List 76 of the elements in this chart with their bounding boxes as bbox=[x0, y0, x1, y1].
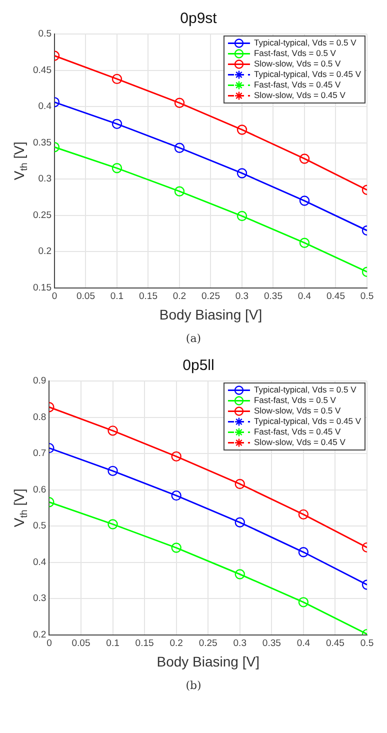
text: (a) bbox=[184, 331, 202, 347]
x-tick-label: 0.4 bbox=[296, 638, 310, 650]
x-tick-label: 0.1 bbox=[106, 638, 120, 650]
x-tick-label: 0.15 bbox=[138, 291, 158, 302]
x-tick-label: 0.15 bbox=[135, 638, 154, 650]
x-tick-label: 0 bbox=[46, 638, 52, 650]
x-tick-label: 0.25 bbox=[201, 291, 220, 302]
legend-label: Fast-fast, Vds = 0.45 V bbox=[254, 426, 342, 437]
point bbox=[112, 163, 122, 174]
y-axis-title: Vth [V] bbox=[10, 142, 30, 180]
legend-label: Typical-typical, Vds = 0.5 V bbox=[254, 384, 357, 395]
legend-label: Typical-typical, Vds = 0.5 V bbox=[254, 38, 357, 48]
legend-label: Typical-typical, Vds = 0.45 V bbox=[254, 69, 362, 80]
point bbox=[236, 124, 248, 135]
legend-label: Fast-fast, Vds = 0.5 V bbox=[254, 395, 336, 406]
x-tick-label: 0.35 bbox=[264, 291, 282, 302]
point bbox=[234, 478, 245, 490]
y-tick-label: 0.25 bbox=[32, 210, 52, 221]
x-tick-label: 0.1 bbox=[110, 291, 124, 302]
x-tick-label: 0 bbox=[52, 291, 58, 302]
legend-label: Slow-slow, Vds = 0.5 V bbox=[254, 58, 342, 69]
x-tick-label: 0.5 bbox=[360, 291, 374, 302]
y-tick-label: 0.3 bbox=[32, 593, 46, 604]
y-tick-label: 0.6 bbox=[32, 484, 46, 496]
y-tick-label: 0.2 bbox=[32, 629, 46, 640]
point bbox=[298, 597, 309, 608]
legend-label: Fast-fast, Vds = 0.5 V bbox=[254, 48, 336, 58]
y-tick-label: 0.9 bbox=[32, 376, 46, 387]
point bbox=[171, 451, 182, 462]
y-tick-label: 0.8 bbox=[32, 412, 46, 423]
chart-title: 0p9st bbox=[180, 10, 218, 28]
legend-label: Slow-slow, Vds = 0.45 V bbox=[254, 90, 346, 100]
x-tick-label: 0.45 bbox=[326, 291, 345, 302]
x-tick-label: 0.3 bbox=[233, 638, 246, 650]
point bbox=[112, 118, 122, 130]
chart-title: 0p5ll bbox=[182, 357, 214, 374]
point bbox=[236, 210, 248, 222]
y-tick-label: 0.15 bbox=[32, 282, 52, 294]
point bbox=[174, 142, 185, 153]
point bbox=[234, 569, 245, 580]
y-tick-label: 0.45 bbox=[32, 64, 52, 76]
point bbox=[298, 509, 309, 520]
legend-label: Slow-slow, Vds = 0.5 V bbox=[254, 406, 342, 416]
y-axis-title: Vth [V] bbox=[10, 488, 30, 528]
point bbox=[236, 168, 248, 178]
point bbox=[171, 490, 182, 501]
point bbox=[112, 74, 122, 84]
y-tick-label: 0.4 bbox=[38, 101, 52, 112]
point bbox=[174, 186, 185, 196]
point bbox=[298, 547, 309, 558]
y-tick-label: 0.5 bbox=[38, 28, 52, 40]
y-tick-label: 0.2 bbox=[38, 246, 52, 258]
point bbox=[234, 517, 245, 528]
x-tick-label: 0.05 bbox=[72, 638, 90, 650]
x-tick-label: 0.05 bbox=[76, 291, 95, 302]
y-tick-label: 0.5 bbox=[32, 520, 46, 532]
point bbox=[174, 98, 185, 108]
x-tick-label: 0.25 bbox=[198, 638, 218, 650]
x-axis-title: Body Biasing [V] bbox=[156, 653, 260, 670]
y-tick-label: 0.7 bbox=[32, 448, 46, 460]
text: (b) bbox=[184, 678, 202, 694]
x-tick-label: 0.3 bbox=[235, 291, 249, 302]
x-tick-label: 0.2 bbox=[172, 291, 186, 302]
legend-label: Fast-fast, Vds = 0.45 V bbox=[254, 80, 342, 90]
x-tick-label: 0.2 bbox=[170, 638, 183, 650]
x-tick-label: 0.5 bbox=[360, 638, 374, 650]
y-tick-label: 0.35 bbox=[32, 137, 52, 148]
y-tick-label: 0.4 bbox=[32, 556, 46, 568]
x-tick-label: 0.4 bbox=[298, 291, 312, 302]
legend-label: Slow-slow, Vds = 0.45 V bbox=[254, 437, 346, 448]
y-tick-label: 0.3 bbox=[38, 174, 52, 185]
legend-label: Typical-typical, Vds = 0.45 V bbox=[254, 416, 362, 426]
point bbox=[171, 542, 182, 553]
x-tick-label: 0.45 bbox=[326, 638, 344, 650]
x-tick-label: 0.35 bbox=[262, 638, 281, 650]
x-axis-title: Body Biasing [V] bbox=[159, 306, 262, 322]
